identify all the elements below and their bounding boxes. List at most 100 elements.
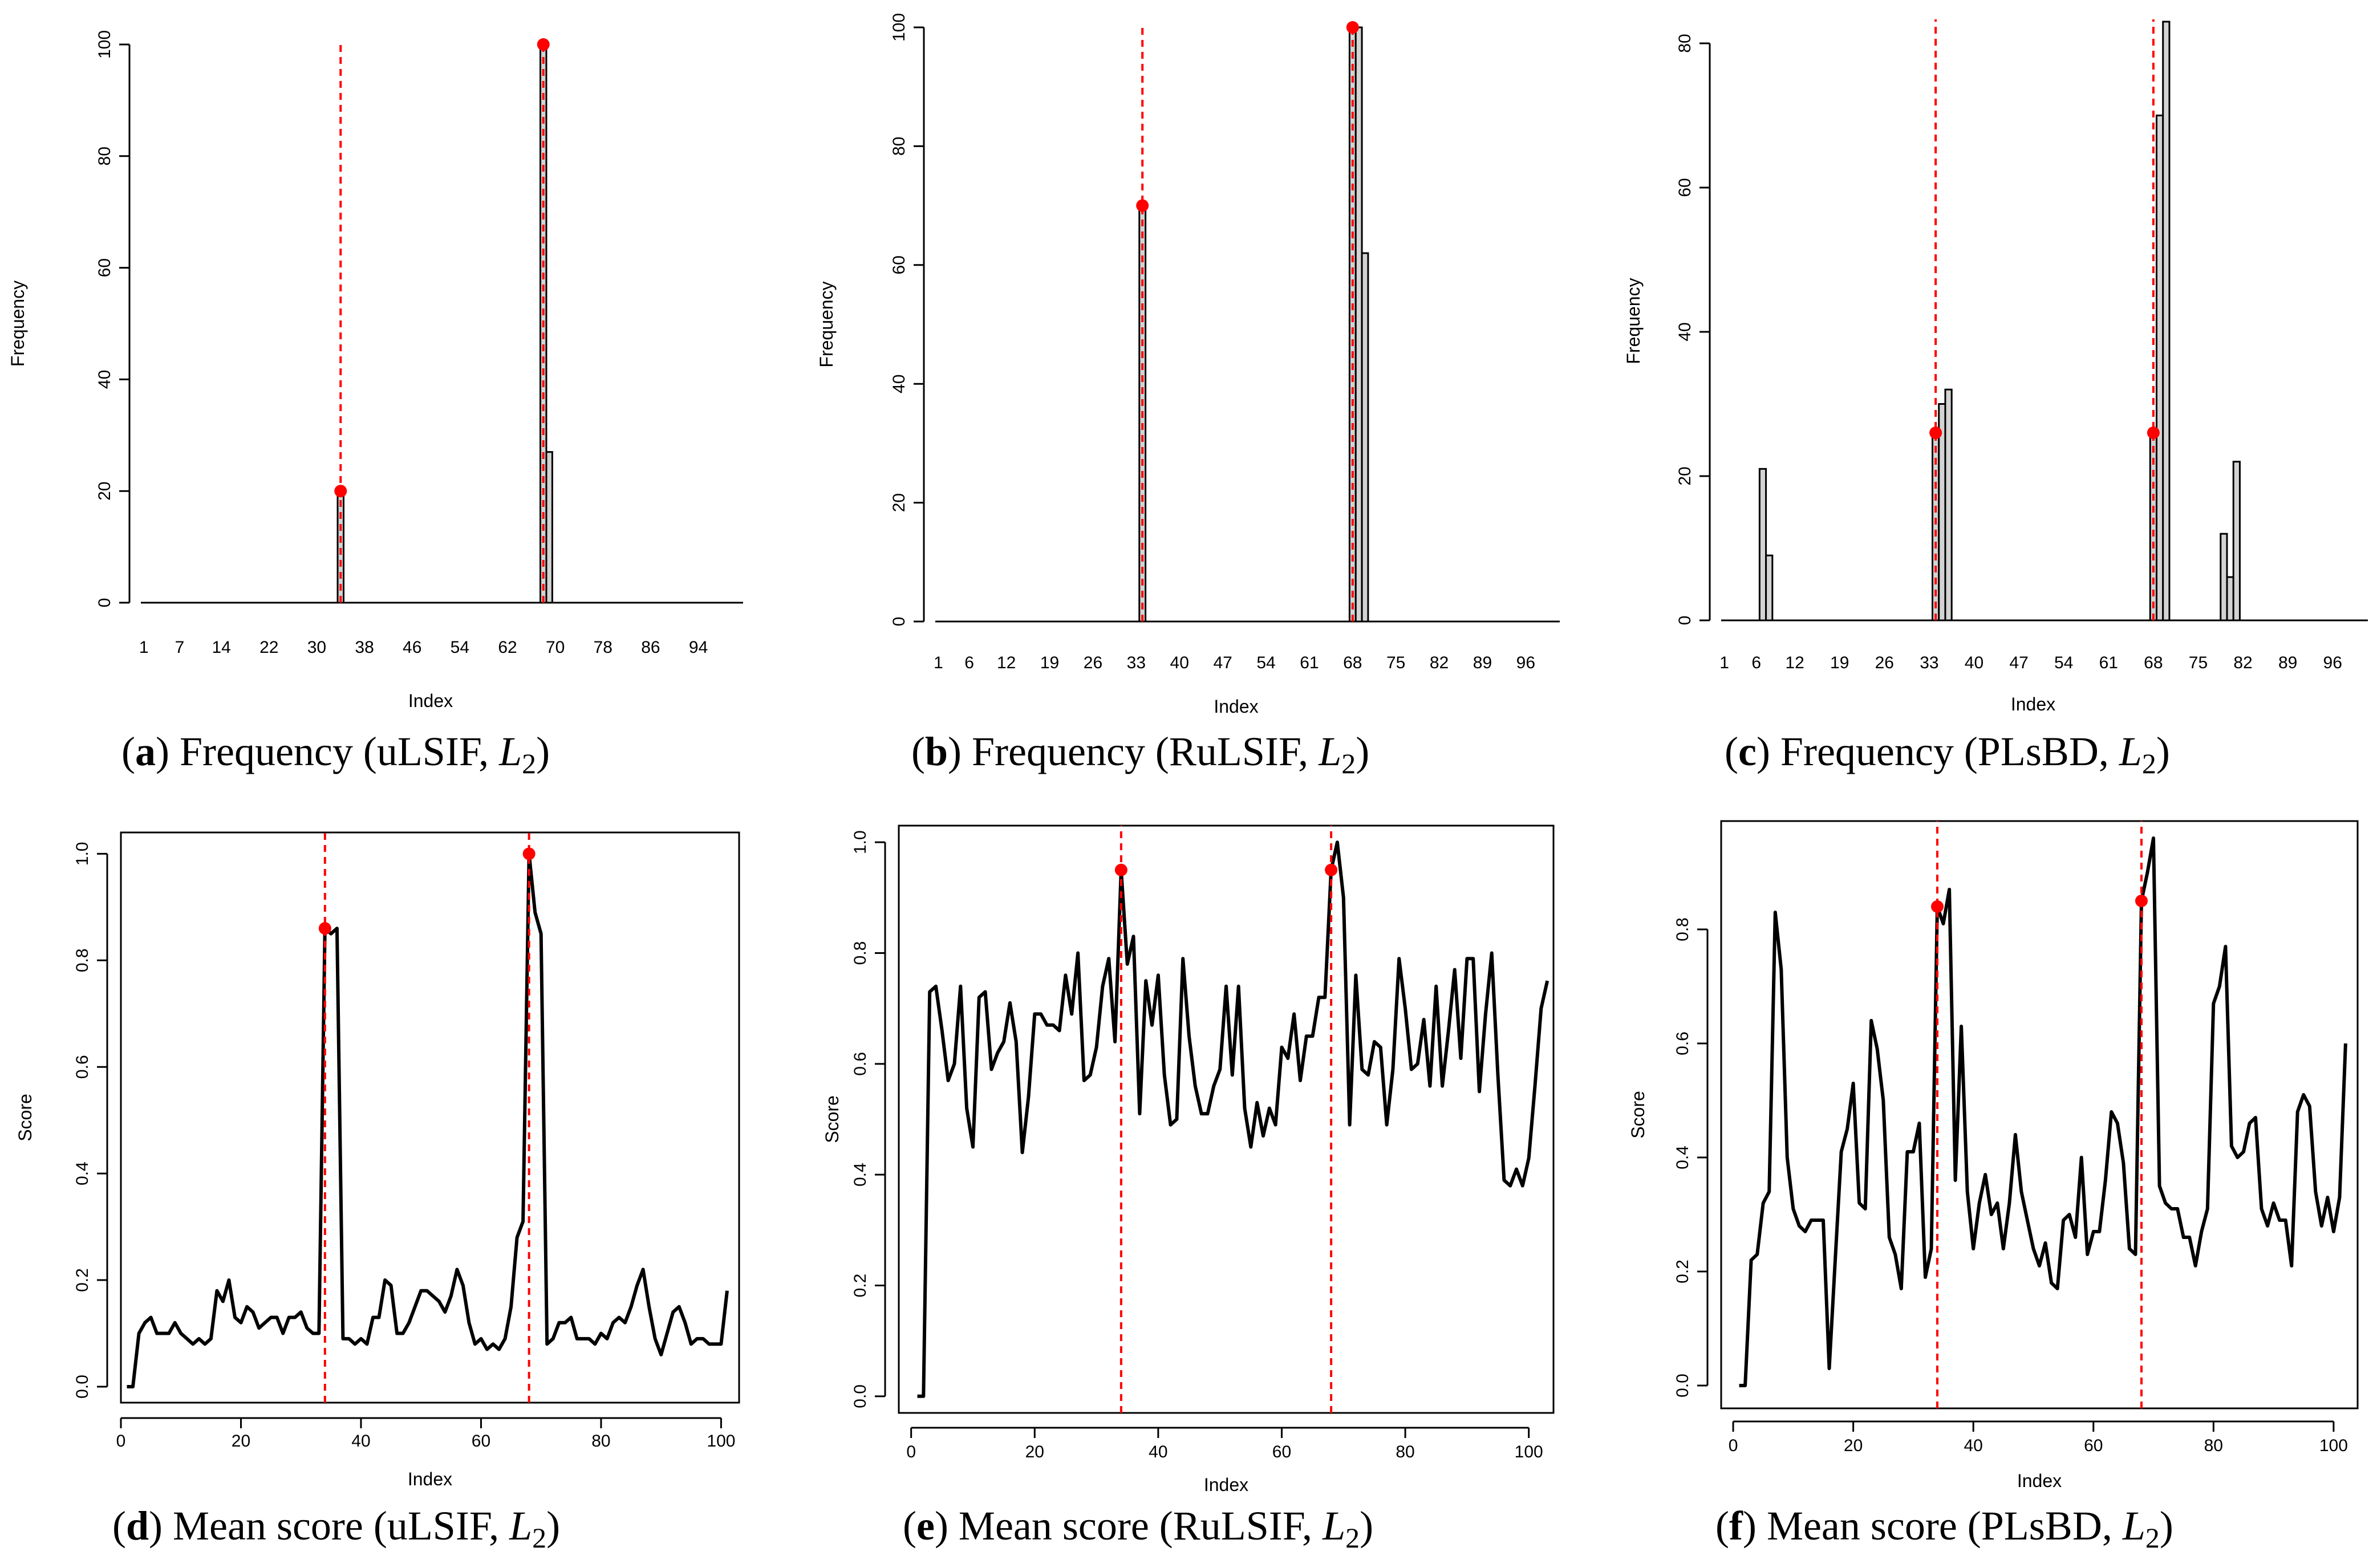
- changepoint-marker: [537, 38, 550, 51]
- x-tick-label: 20: [1025, 1443, 1044, 1461]
- x-tick-label: 19: [1830, 653, 1849, 672]
- x-tick-label: 61: [1300, 653, 1319, 672]
- y-tick-label: 100: [95, 30, 114, 59]
- x-tick-label: 20: [232, 1432, 250, 1451]
- y-tick-label: 0.4: [73, 1161, 92, 1185]
- plot-frame: [1720, 820, 2359, 1409]
- y-tick-label: 0.4: [851, 1163, 870, 1187]
- x-tick-label: 80: [2204, 1436, 2223, 1455]
- chart-panel-e: 0 20 40 60 80 100 Index 0.0 0.2 0.4 0.6 0.8 1.0 Score: [822, 824, 1555, 1495]
- changepoint-marker: [1346, 21, 1359, 34]
- chart-panel-a: 0 20 40 60 80 100 Frequency 1 7 14 22 30 38 46 54 62 70 7…: [7, 30, 743, 711]
- y-tick-label: 20: [95, 482, 114, 501]
- y-axis-title: Score: [1628, 1091, 1648, 1139]
- x-axis-title: Index: [2017, 1470, 2062, 1491]
- x-tick-label: 60: [1272, 1443, 1291, 1461]
- score-series-line: [917, 840, 1549, 1398]
- y-tick-label: 0.0: [1673, 1374, 1692, 1398]
- x-tick-label: 6: [1751, 653, 1761, 672]
- x-tick-label: 70: [546, 638, 565, 657]
- x-tick-label: 26: [1875, 653, 1894, 672]
- x-tick-label: 82: [1430, 653, 1449, 672]
- y-tick-label: 0: [890, 617, 908, 627]
- bar-index-69: [1354, 26, 1363, 623]
- y-axis-title: Frequency: [7, 281, 28, 367]
- x-tick-label: 0: [1729, 1436, 1738, 1455]
- x-tick-label: 68: [1343, 653, 1362, 672]
- x-tick-label: 47: [2009, 653, 2028, 672]
- x-tick-label: 0: [906, 1443, 916, 1461]
- bar-index-7: [1758, 468, 1767, 621]
- x-tick-label: 89: [1473, 653, 1492, 672]
- x-axis-title: Index: [2011, 694, 2055, 714]
- x-tick-label: 100: [2319, 1436, 2348, 1455]
- y-tick-label: 60: [1676, 178, 1694, 197]
- y-tick-label: 80: [890, 137, 908, 156]
- chart-panel-f: 0 20 40 60 80 100 Index 0.0 0.2 0.4 0.6 0.8 Score: [1628, 820, 2359, 1491]
- score-series-line: [127, 852, 729, 1388]
- y-tick-label: 80: [1676, 34, 1694, 52]
- bar-index-79: [2220, 533, 2228, 621]
- x-tick-label: 14: [212, 638, 230, 657]
- x-tick-label: 1: [934, 653, 943, 672]
- y-tick-label: 0.8: [73, 948, 92, 972]
- changepoint-marker: [2147, 426, 2160, 440]
- y-tick-label: 0.2: [851, 1274, 870, 1298]
- x-tick-label: 80: [591, 1432, 610, 1451]
- x-tick-label: 100: [707, 1432, 735, 1451]
- x-tick-label: 26: [1084, 653, 1102, 672]
- x-tick-label: 1: [139, 638, 149, 657]
- y-tick-label: 60: [95, 258, 114, 277]
- x-tick-label: 20: [1844, 1436, 1863, 1455]
- score-series-line: [1739, 836, 2347, 1387]
- changepoint-marker: [522, 847, 536, 860]
- x-tick-label: 89: [2278, 653, 2297, 672]
- panel-caption-b: (b) Frequency (RuLSIF, L2): [911, 729, 1369, 779]
- x-tick-label: 22: [259, 638, 278, 657]
- y-tick-label: 80: [95, 147, 114, 165]
- y-tick-label: 0.2: [1673, 1260, 1692, 1283]
- x-tick-label: 96: [2323, 653, 2342, 672]
- y-tick-label: 20: [890, 493, 908, 512]
- bar-index-80: [2226, 576, 2234, 621]
- x-tick-label: 33: [1920, 653, 1938, 672]
- bar-index-70: [2162, 21, 2171, 621]
- x-tick-label: 19: [1040, 653, 1059, 672]
- x-tick-label: 96: [1516, 653, 1535, 672]
- y-axis-title: Score: [822, 1095, 842, 1143]
- changepoint-marker: [334, 485, 347, 498]
- x-tick-label: 46: [403, 638, 421, 657]
- panel-caption-c: (c) Frequency (PLsBD, L2): [1725, 729, 2170, 779]
- plot-frame: [898, 824, 1555, 1414]
- x-tick-label: 80: [1396, 1443, 1414, 1461]
- x-tick-label: 40: [1964, 1436, 1983, 1455]
- x-tick-label: 40: [1149, 1443, 1167, 1461]
- x-tick-label: 75: [1386, 653, 1405, 672]
- panel-caption-a: (a) Frequency (uLSIF, L2): [121, 729, 550, 779]
- y-tick-label: 40: [1676, 322, 1694, 341]
- changepoint-marker: [1929, 426, 1942, 440]
- x-tick-label: 94: [689, 638, 708, 657]
- panel-caption-f: (f) Mean score (PLsBD, L2): [1715, 1503, 2173, 1554]
- x-tick-label: 7: [175, 638, 185, 657]
- changepoint-marker: [318, 922, 331, 935]
- y-axis-title: Score: [15, 1094, 35, 1142]
- y-tick-label: 60: [890, 255, 908, 274]
- bar-index-36: [1944, 388, 1953, 621]
- x-tick-label: 47: [1213, 653, 1232, 672]
- x-tick-label: 86: [641, 638, 660, 657]
- changepoint-marker: [1931, 900, 1944, 913]
- x-tick-label: 54: [2054, 653, 2073, 672]
- y-tick-label: 0.2: [73, 1268, 92, 1292]
- x-axis-title: Index: [408, 1469, 452, 1489]
- x-tick-label: 60: [2084, 1436, 2103, 1455]
- y-tick-label: 0: [95, 598, 114, 608]
- y-tick-label: 100: [890, 13, 908, 42]
- plot-frame: [120, 831, 740, 1404]
- y-tick-label: 0: [1676, 616, 1694, 625]
- y-tick-label: 20: [1676, 466, 1694, 485]
- x-axis-title: Index: [1204, 1474, 1248, 1495]
- y-tick-label: 1.0: [73, 842, 92, 866]
- y-tick-label: 0.0: [851, 1384, 870, 1408]
